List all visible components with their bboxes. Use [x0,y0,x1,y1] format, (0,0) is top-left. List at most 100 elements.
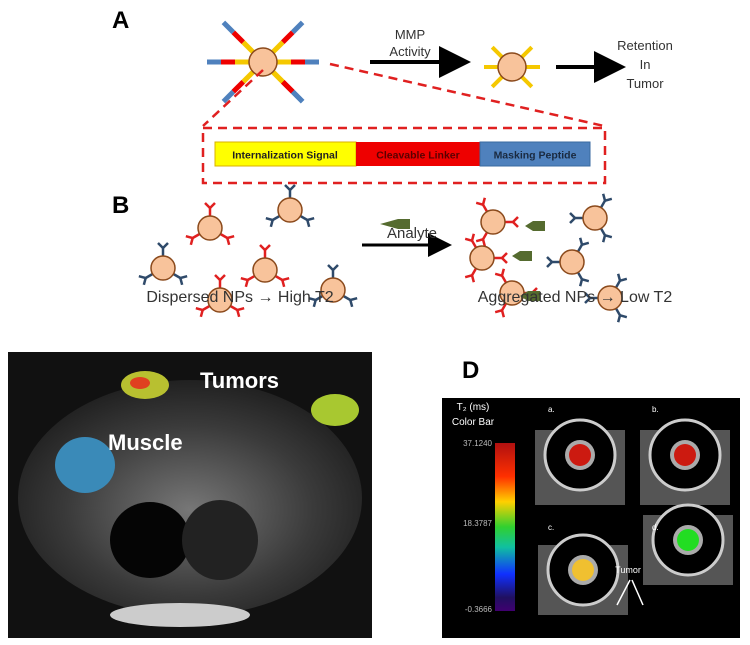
nanoparticle [497,52,527,82]
ligand-tip [569,212,577,224]
nanoparticle [197,215,223,241]
peptide-arm-segment [231,30,245,44]
ligand-tip [305,216,315,228]
ligand-tip [348,296,358,308]
tumor-text: Tumor [615,565,641,575]
ligand-tip [475,237,487,247]
nanoparticle [248,47,278,77]
nanoparticle [252,257,278,283]
ligand-tip [327,264,339,272]
retention-text-2: In [640,57,651,72]
ligand-tip [616,313,628,323]
ligand-tip [578,237,590,247]
ligand-tip [578,277,590,287]
subpanel-label: d. [652,523,659,532]
ligand-tip [494,308,506,318]
analyte-text: Analyte [387,225,437,242]
analyte [525,221,545,231]
ligand-tip [546,256,554,268]
retention-text-1: Retention [617,38,673,53]
ligand-tip [138,274,148,286]
peptide-arm-segment [290,89,305,104]
panel-label-a: A [112,7,129,34]
unmasked-nanoparticle [484,45,540,89]
mmp-text-2: Activity [389,44,431,59]
ligand-tip [475,197,487,207]
peptide-arm-segment [281,80,295,94]
subpanel-label: a. [548,405,555,414]
subpanel-label: c. [548,523,554,532]
colorbar-tick-min: -0.3666 [465,605,493,614]
aggregated-caption: Aggregated NPs → Low T2 [478,289,673,306]
colorbar-title-2: Color Bar [452,417,495,428]
zoom-callout [201,62,607,185]
nanoparticle [277,197,303,223]
peptide-arm-segment [281,30,295,44]
cleavable-linker-label: Cleavable Linker [376,150,459,162]
ligand-tip [195,306,205,318]
nanoparticle [207,287,233,313]
ligand-tip [601,233,613,243]
muscle-text: Muscle [108,430,183,455]
ligand-tip [265,216,275,228]
ligand-tip [240,276,250,288]
ligand-tip [259,244,271,252]
nanoparticle [469,245,495,271]
ligand-tip [204,202,216,210]
ligand-tip [185,234,195,246]
tumor-arrows [616,579,644,606]
peptide-arm-segment [290,20,305,35]
mmp-text-1: MMP [395,27,425,42]
nanoparticle [597,285,623,311]
t2-spot [677,529,699,551]
peptide-arm-segment [231,80,245,94]
cleavable-linker-segment [356,142,480,166]
ligand-tip [178,274,188,286]
ligand-tip [225,234,235,246]
ligand-tip [235,306,245,318]
peptide-arm-segment [221,20,236,35]
ligand-tip [284,184,296,192]
nanoparticle [480,209,506,235]
ligand-tip [584,292,592,304]
peptide-arm-segment [221,89,236,104]
tumors-text: Tumors [200,368,279,393]
colorbar [495,443,515,611]
panel-label-d: D [462,357,479,384]
ligand-tip [601,193,613,203]
nanoparticle [582,205,608,231]
analyte-icon [380,219,410,229]
nanoparticles [138,184,628,323]
analyte [512,251,532,261]
ligand-tip [511,216,519,228]
retention-text-3: Tumor [626,76,664,91]
ligand-tip [464,233,476,243]
colorbar-tick-mid: 18.3787 [463,519,492,528]
ligand-tip [157,242,169,250]
subpanel-label: b. [652,405,659,414]
t2-spot [569,444,591,466]
ligand-tip [280,276,290,288]
internalization-signal-label: Internalization Signal [232,150,338,162]
panel-label-b: B [112,192,129,219]
ligand-tip [616,273,628,283]
dispersed-caption: Dispersed NPs → High T2 [146,289,333,306]
t2-spot [674,444,696,466]
mri-image-c [8,352,372,638]
nanoparticle [499,280,525,306]
analyte [520,291,540,301]
nanoparticle [559,249,585,275]
ligand-tip [494,268,506,278]
t2-spot [572,559,594,581]
masking-peptide-segment [479,141,591,167]
masked-nanoparticle [207,20,319,104]
ligand-tip [500,252,508,264]
colorbar-tick-max: 37.1240 [463,439,492,448]
nanoparticle [150,255,176,281]
colorbar-title-1: T₂ (ms) [457,402,490,413]
ligand-tip [214,274,226,282]
nanoparticle [320,277,346,303]
ligand-tip [308,296,318,308]
masking-peptide-label: Masking Peptide [494,150,577,162]
